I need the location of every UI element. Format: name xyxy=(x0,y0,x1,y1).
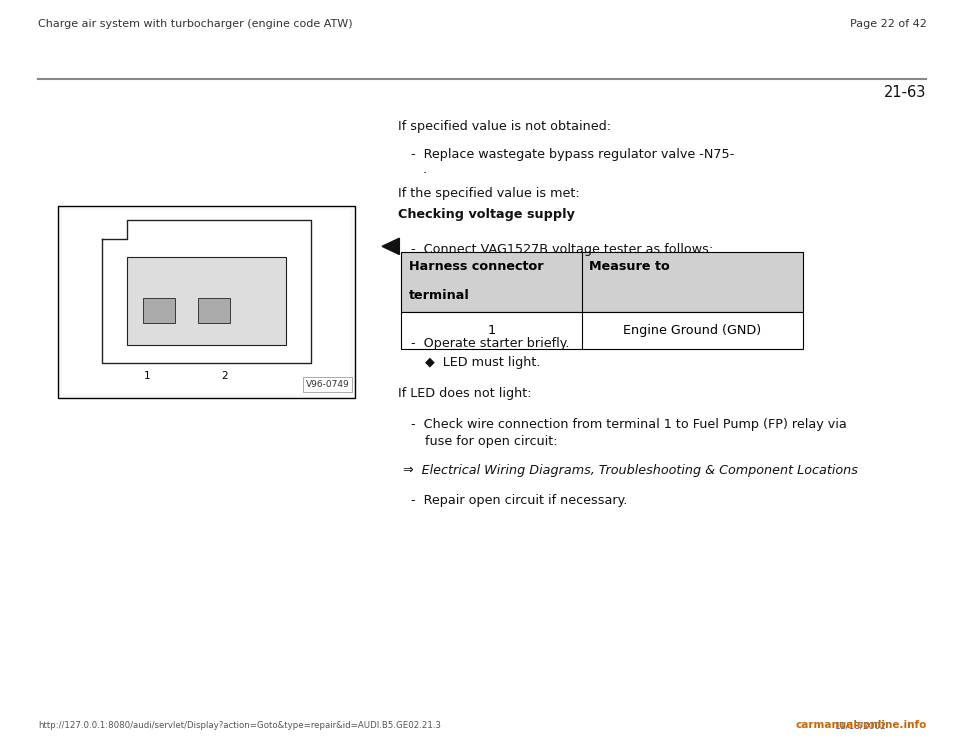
Bar xyxy=(58,206,355,398)
Text: .: . xyxy=(422,163,426,177)
Text: Checking voltage supply: Checking voltage supply xyxy=(398,208,575,221)
Text: Charge air system with turbocharger (engine code ATW): Charge air system with turbocharger (eng… xyxy=(38,19,353,29)
Bar xyxy=(401,312,803,349)
Text: -  Replace wastegate bypass regulator valve -N75-: - Replace wastegate bypass regulator val… xyxy=(411,148,734,162)
Text: fuse for open circuit:: fuse for open circuit: xyxy=(425,435,558,448)
Text: -  Repair open circuit if necessary.: - Repair open circuit if necessary. xyxy=(411,494,627,508)
Bar xyxy=(128,257,285,344)
Polygon shape xyxy=(382,238,399,255)
Text: Engine Ground (GND): Engine Ground (GND) xyxy=(623,324,761,337)
Text: -  Operate starter briefly.: - Operate starter briefly. xyxy=(411,337,569,350)
Text: ◆  LED must light.: ◆ LED must light. xyxy=(425,356,540,370)
Text: -  Check wire connection from terminal 1 to Fuel Pump (FP) relay via: - Check wire connection from terminal 1 … xyxy=(411,418,847,432)
Text: terminal: terminal xyxy=(409,289,469,303)
Text: 1: 1 xyxy=(488,324,495,337)
Bar xyxy=(401,252,803,312)
Text: Measure to: Measure to xyxy=(589,260,670,273)
Text: If the specified value is met:: If the specified value is met: xyxy=(398,187,580,200)
Text: Harness connector: Harness connector xyxy=(409,260,543,273)
Text: ⇒  Electrical Wiring Diagrams, Troubleshooting & Component Locations: ⇒ Electrical Wiring Diagrams, Troublesho… xyxy=(403,464,858,478)
Bar xyxy=(143,298,175,323)
Text: 2: 2 xyxy=(221,372,228,381)
Text: If LED does not light:: If LED does not light: xyxy=(398,387,532,401)
Text: If specified value is not obtained:: If specified value is not obtained: xyxy=(398,120,612,134)
Text: 21-63: 21-63 xyxy=(884,85,926,100)
Text: http://127.0.0.1:8080/audi/servlet/Display?action=Goto&type=repair&id=AUDI.B5.GE: http://127.0.0.1:8080/audi/servlet/Displ… xyxy=(38,721,442,730)
Text: Page 22 of 42: Page 22 of 42 xyxy=(850,19,926,29)
Text: carmanualsonline.info: carmanualsonline.info xyxy=(795,720,926,730)
Bar xyxy=(199,298,230,323)
Text: V96-0749: V96-0749 xyxy=(305,380,349,389)
Text: 1: 1 xyxy=(144,372,150,381)
Text: 11/18/2002: 11/18/2002 xyxy=(835,721,887,730)
Text: -  Connect VAG1527B voltage tester as follows:: - Connect VAG1527B voltage tester as fol… xyxy=(411,243,713,257)
Bar xyxy=(62,210,350,394)
